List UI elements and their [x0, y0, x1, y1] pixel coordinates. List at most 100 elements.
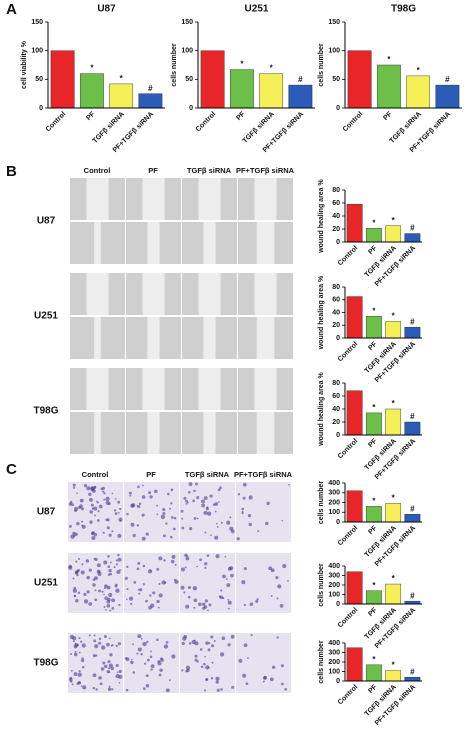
cell — [76, 521, 80, 526]
cell — [137, 485, 140, 489]
cell — [94, 576, 98, 581]
cell — [168, 679, 171, 682]
cell — [220, 688, 223, 691]
cell — [141, 484, 144, 487]
cell — [105, 496, 110, 502]
row-label: U251 — [34, 311, 58, 322]
cell — [242, 673, 247, 678]
micrograph — [124, 553, 179, 613]
cell — [215, 522, 218, 525]
y-tick-label: 100 — [328, 509, 340, 516]
y-tick-label: 0 — [39, 105, 43, 112]
y-tick-label: 400 — [328, 640, 340, 647]
y-axis-label: cells number — [318, 640, 325, 683]
cell — [206, 554, 210, 557]
significance-mark: # — [410, 412, 415, 421]
cell — [145, 684, 150, 688]
cell — [129, 494, 132, 497]
cell — [108, 667, 111, 670]
cell — [76, 682, 80, 685]
cell — [229, 516, 232, 519]
cell — [241, 507, 244, 511]
cell — [201, 503, 206, 508]
cell — [117, 500, 121, 504]
significance-mark: * — [270, 64, 274, 73]
cell — [92, 583, 96, 587]
cell — [131, 658, 133, 661]
cell — [211, 661, 214, 664]
y-tick-label: 0 — [336, 105, 340, 112]
cell — [203, 496, 208, 500]
cell — [229, 526, 234, 531]
cell — [200, 665, 204, 669]
cell — [116, 671, 119, 674]
cell — [272, 665, 276, 669]
cell — [91, 507, 95, 510]
cell — [167, 492, 170, 496]
row-label: T98G — [33, 658, 58, 669]
cell — [241, 580, 246, 585]
y-tick-label: 20 — [332, 226, 340, 233]
cell — [106, 526, 110, 530]
cell — [107, 597, 111, 602]
cell — [96, 563, 101, 568]
cell — [156, 567, 160, 571]
cell — [80, 658, 85, 663]
cell — [230, 573, 234, 578]
cell — [268, 566, 272, 571]
cell — [249, 602, 254, 607]
cell — [69, 680, 73, 683]
cell — [138, 592, 141, 595]
cell — [90, 503, 94, 507]
cell — [105, 518, 108, 521]
cell — [80, 685, 83, 687]
micrograph — [68, 553, 123, 613]
cell — [126, 588, 129, 591]
cell — [193, 606, 196, 609]
cell — [169, 507, 171, 510]
cell — [174, 579, 179, 584]
cell — [205, 641, 209, 645]
cell — [132, 671, 136, 674]
cell — [145, 532, 149, 536]
cell — [207, 609, 209, 612]
x-tick-label: PF — [367, 606, 379, 618]
y-tick-label: 50 — [332, 76, 340, 83]
cell — [174, 563, 177, 566]
cell — [181, 669, 184, 672]
cell — [269, 677, 274, 682]
y-tick-label: 200 — [328, 582, 340, 589]
cell — [111, 598, 116, 603]
cell — [118, 682, 121, 684]
cell — [185, 604, 190, 609]
cell — [101, 590, 104, 593]
cell — [71, 683, 74, 686]
cell — [150, 603, 155, 608]
cell — [205, 507, 209, 511]
wound-gap — [142, 178, 165, 220]
column-header: PF — [148, 166, 158, 175]
cell — [255, 599, 259, 603]
cell — [196, 496, 200, 500]
cell — [103, 664, 108, 669]
cell — [138, 588, 141, 591]
cell — [70, 669, 73, 672]
column-header: Control — [82, 470, 109, 479]
cell — [227, 598, 230, 601]
cell — [277, 584, 282, 589]
cell — [98, 676, 102, 680]
cell — [137, 647, 142, 652]
cell — [75, 560, 78, 563]
significance-mark: * — [392, 574, 396, 583]
x-tick-label: PF — [367, 524, 379, 536]
cell — [107, 573, 111, 576]
cell — [76, 492, 78, 495]
wound-gap — [203, 222, 216, 264]
cell — [193, 489, 196, 493]
cell — [98, 589, 101, 593]
bar — [365, 506, 382, 523]
cell — [94, 589, 97, 592]
cell — [145, 599, 148, 603]
cell — [210, 677, 214, 680]
